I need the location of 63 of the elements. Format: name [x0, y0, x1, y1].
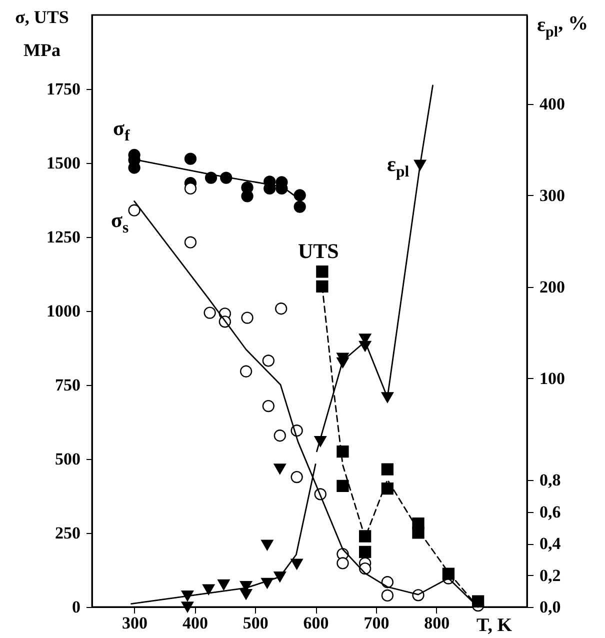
x-tick-label: 500: [242, 614, 268, 632]
point: [218, 579, 230, 590]
y-tick-label: 1750: [46, 80, 80, 98]
annotation: σ$_{f}$: [113, 116, 130, 145]
y-tick-label: 1250: [46, 228, 80, 246]
y-axis-title: σ, UTS MPa: [15, 7, 69, 60]
point: [262, 354, 274, 367]
point: [290, 558, 303, 570]
x-tick-label: 700: [364, 614, 390, 632]
point: [359, 530, 372, 542]
point: [274, 430, 286, 442]
y-tick-label: 1000: [46, 302, 80, 320]
y-tick-label: 750: [55, 376, 80, 394]
point: [336, 557, 349, 570]
point: [202, 584, 215, 595]
point: [181, 590, 194, 602]
y3-tick-label: 300: [540, 186, 565, 205]
point: [336, 446, 349, 458]
annotation: σ$_{s}$: [111, 208, 129, 237]
y2-axis-title: ε$_{pl}$, %: [537, 12, 588, 40]
point: [204, 306, 216, 319]
point: [274, 464, 286, 474]
y2-tick-label: 0,2: [540, 566, 561, 585]
y2-tick-label: 0,6: [540, 502, 561, 522]
y3-tick-label: 200: [540, 277, 565, 296]
point: [181, 602, 194, 612]
point: [381, 463, 394, 476]
y-tick-label: 0: [72, 598, 80, 616]
point: [316, 280, 328, 293]
y-tick-label: 1500: [46, 154, 80, 172]
point: [184, 236, 197, 248]
point: [261, 540, 274, 550]
point: [381, 589, 394, 602]
point: [294, 200, 306, 213]
y-tick-label: 250: [55, 524, 80, 542]
point: [316, 266, 328, 278]
point: [262, 400, 274, 412]
point: [128, 204, 140, 216]
point: [275, 302, 288, 315]
point: [240, 588, 252, 600]
y3-tick-label: 400: [540, 94, 565, 114]
y2-tick-label: 0,8: [540, 470, 561, 490]
point: [184, 152, 197, 165]
point: [184, 182, 197, 195]
point: [336, 480, 349, 492]
y2-tick-label: 0,4: [540, 534, 562, 554]
y-tick-label: 500: [55, 450, 80, 468]
x-tick-label: 600: [303, 614, 329, 632]
annotation: ε$_{pl}$: [387, 152, 410, 181]
point: [241, 312, 254, 324]
point: [472, 595, 484, 608]
point: [359, 546, 372, 558]
point: [240, 365, 252, 378]
point: [412, 526, 424, 539]
x-tick-label: 400: [182, 614, 208, 632]
x-tick-label: 800: [424, 614, 450, 632]
point: [241, 190, 254, 202]
y3-tick-label: 100: [540, 368, 565, 388]
point: [290, 470, 303, 484]
y2-tick-label: 0,0: [540, 598, 561, 616]
x-axis-title: T, K: [476, 615, 512, 636]
x-tick-label: 300: [122, 614, 148, 632]
annotation: UTS: [298, 239, 339, 263]
